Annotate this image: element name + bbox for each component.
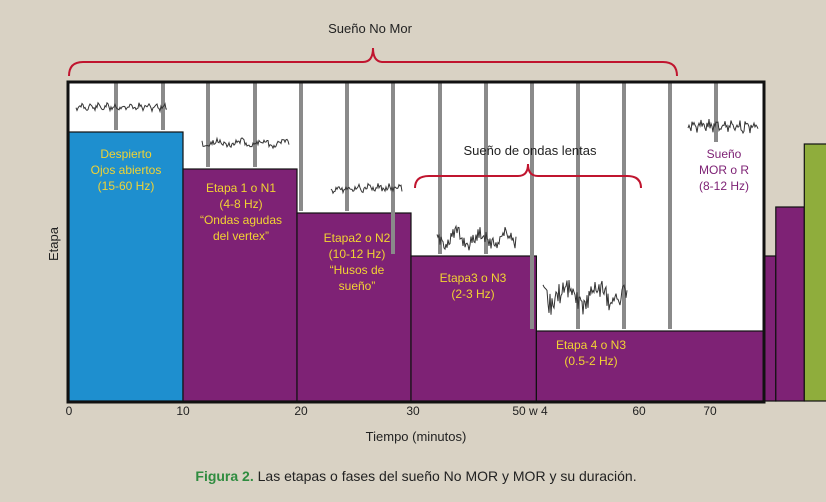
brace-top-label: Sueño No Mor [328, 21, 412, 36]
stage-label-despierto: (15-60 Hz) [98, 179, 155, 193]
eeg-trace-stage3 [436, 224, 517, 251]
x-tick-label: 0 [66, 404, 73, 418]
brace-sueno-no-mor [68, 47, 678, 77]
y-axis-label: Etapa [46, 226, 61, 261]
eeg-traces [75, 101, 759, 315]
stage-label-despierto: Despierto [100, 147, 152, 161]
x-axis-label: Tiempo (minutos) [366, 429, 467, 444]
stage-label-etapa2: Etapa2 o N2 [324, 231, 391, 245]
stage-label-etapa4: (0.5-2 Hz) [564, 354, 617, 368]
eeg-trace-rem [687, 119, 759, 135]
stage-label-etapa2: (10-12 Hz) [329, 247, 386, 261]
stage-label-etapa3: Etapa3 o N3 [440, 271, 507, 285]
stage-label-rem: Sueño [707, 147, 742, 161]
stage-label-rem: (8-12 Hz) [699, 179, 749, 193]
stage-label-etapa4: Etapa 4 o N3 [556, 338, 626, 352]
x-tick-label: 20 [294, 404, 308, 418]
caption-label: Figura 2. [195, 468, 253, 484]
x-tick-label: 10 [176, 404, 190, 418]
stage-label-etapa3: (2-3 Hz) [451, 287, 494, 301]
x-tick-label: 70 [703, 404, 717, 418]
stage-block-step-a [763, 255, 777, 402]
eeg-trace-awake [75, 101, 168, 114]
brace-ondas-lentas [414, 163, 642, 189]
x-tick-label: 50 w 4 [512, 404, 548, 418]
caption-text: Las etapas o fases del sueño No MOR y MO… [254, 468, 637, 484]
eeg-trace-stage2 [330, 182, 403, 195]
eeg-trace-stage4 [542, 280, 628, 315]
stage-label-etapa1: Etapa 1 o N1 [206, 181, 276, 195]
brace-mid-label: Sueño de ondas lentas [464, 143, 597, 158]
stage-label-etapa1: del vertex” [213, 229, 269, 243]
stage-block-rem [803, 143, 826, 402]
tick-bars [114, 83, 718, 329]
x-tick-label: 30 [406, 404, 420, 418]
stage-label-despierto: Ojos abiertos [91, 163, 162, 177]
stage-label-etapa2: sueño” [339, 279, 376, 293]
stage-block-despierto [68, 131, 184, 402]
stage-label-etapa1: (4-8 Hz) [219, 197, 262, 211]
x-tick-label: 60 [632, 404, 646, 418]
stage-block-etapa1 [182, 168, 298, 402]
stage-block-step-b [775, 206, 805, 402]
stage-label-etapa2: “Husos de [330, 263, 385, 277]
x-axis-ticks: 0 10 20 30 50 w 4 60 70 [66, 404, 717, 418]
eeg-trace-stage1 [201, 136, 290, 150]
stage-label-etapa1: “Ondas agudas [200, 213, 282, 227]
stage-block-etapa3 [410, 255, 538, 402]
stage-label-rem: MOR o R [699, 163, 749, 177]
figure-caption: Figura 2. Las etapas o fases del sueño N… [195, 468, 636, 484]
plot-frame [66, 80, 766, 404]
stage-labels: Despierto Ojos abiertos (15-60 Hz) Etapa 1 … [91, 147, 750, 368]
